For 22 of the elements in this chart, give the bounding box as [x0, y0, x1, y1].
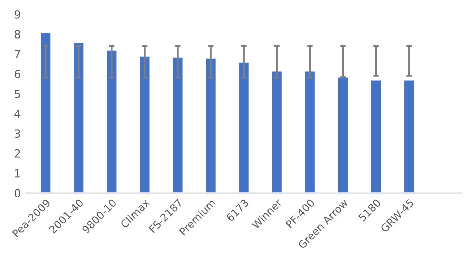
bar — [304, 70, 316, 194]
y-tick-label: 8 — [14, 30, 20, 39]
bar — [403, 79, 416, 194]
y-tick-label: 5 — [14, 90, 20, 98]
bar — [40, 32, 52, 194]
y-tick-label: 6 — [14, 70, 21, 78]
bar — [172, 56, 184, 194]
bar — [271, 70, 284, 194]
y-tick-label: 9 — [14, 10, 20, 19]
y-tick-label: 0 — [14, 189, 20, 198]
bar — [138, 56, 152, 194]
bar — [204, 57, 218, 194]
y-tick-label: 2 — [14, 150, 20, 158]
bar — [106, 50, 118, 194]
y-tick-label: 7 — [15, 50, 20, 58]
bar — [370, 79, 382, 194]
bar — [337, 76, 350, 194]
y-tick-label: 1 — [15, 170, 20, 178]
bar — [72, 42, 86, 194]
y-tick-label: 4 — [14, 110, 21, 118]
bar — [238, 61, 250, 194]
y-tick-label: 3 — [14, 130, 20, 138]
